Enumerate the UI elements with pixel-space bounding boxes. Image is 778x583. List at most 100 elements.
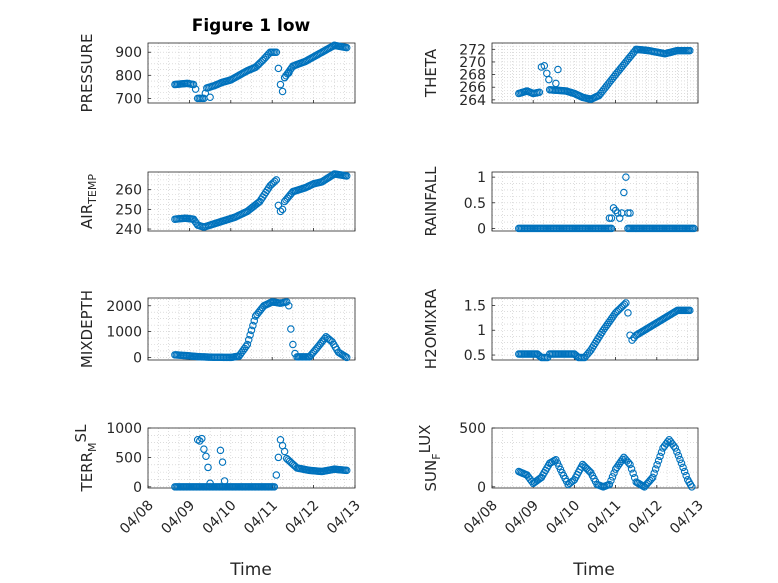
data-point bbox=[607, 224, 616, 233]
data-point bbox=[670, 442, 678, 450]
data-point bbox=[620, 188, 628, 197]
ylabel-air_temp: AIRTEMP bbox=[78, 174, 99, 229]
data-point bbox=[200, 445, 208, 453]
ytick-label: 260 bbox=[115, 183, 142, 199]
data-point bbox=[680, 467, 689, 476]
data-point bbox=[653, 461, 661, 469]
panel-terr_msl: 0 500 1000 04/08 04/09 04/10 04/11 04/12 04/13 TE… bbox=[72, 421, 364, 537]
data-point bbox=[244, 336, 253, 344]
data-point bbox=[272, 471, 281, 479]
xtick-label: 04/09 bbox=[502, 498, 542, 538]
ytick-label: 0 bbox=[133, 350, 142, 366]
ylabel-main: MIXDEPTH bbox=[78, 290, 96, 368]
grid-terr_msl bbox=[147, 427, 356, 488]
data-point bbox=[608, 473, 617, 481]
ytick-label: 2000 bbox=[106, 299, 142, 315]
ylabel-terr_msl: TERRMSL bbox=[72, 424, 99, 493]
xtick-label: 04/09 bbox=[158, 498, 198, 538]
xtick-label: 04/08 bbox=[117, 498, 157, 538]
data-point bbox=[674, 451, 683, 460]
data-point bbox=[677, 459, 686, 468]
figure-title: Figure 1 low bbox=[192, 16, 311, 36]
markers-h2omixra bbox=[515, 299, 694, 362]
data-point bbox=[278, 205, 287, 214]
data-point bbox=[629, 469, 637, 478]
xtick-label: 04/12 bbox=[626, 498, 666, 538]
xtick-label: 04/11 bbox=[585, 498, 625, 538]
ylabel-main: TERR bbox=[78, 452, 96, 493]
ylabel-subscript: F bbox=[430, 453, 443, 459]
data-point bbox=[280, 447, 289, 456]
markers-theta bbox=[515, 45, 694, 103]
grid-rainfall bbox=[491, 172, 699, 231]
panel-sun_flux: 0 500 04/08 04/09 04/10 04/11 04/12 04/13 SUNFLU… bbox=[416, 421, 707, 537]
ytick-label: 240 bbox=[115, 222, 142, 238]
data-point bbox=[656, 452, 664, 461]
data-point bbox=[196, 437, 204, 445]
data-point bbox=[272, 48, 281, 56]
panel-rainfall: 0 0.5 1 RAINFALL bbox=[422, 166, 699, 237]
axes-box-air_temp bbox=[147, 171, 356, 232]
ytick-label: 0 bbox=[477, 221, 486, 237]
data-point bbox=[285, 301, 293, 310]
ylabel-mixdepth: MIXDEPTH bbox=[78, 290, 96, 368]
data-point bbox=[686, 306, 694, 315]
data-point bbox=[287, 325, 295, 333]
ylabel-main: PRESSURE bbox=[78, 34, 96, 113]
ytick-label: 800 bbox=[115, 68, 142, 84]
ytick-label: 0 bbox=[477, 480, 486, 496]
panel-air_temp: 240 250 260 AIRTEMP bbox=[78, 170, 356, 238]
markers-sun_flux bbox=[515, 436, 696, 491]
data-point bbox=[624, 458, 633, 467]
ylabel-main: AIR bbox=[78, 204, 96, 229]
ytick-label: 272 bbox=[459, 42, 486, 58]
data-point bbox=[671, 444, 680, 452]
data-point bbox=[657, 448, 666, 456]
data-point bbox=[276, 207, 285, 216]
data-point bbox=[620, 300, 629, 309]
axes-box-theta bbox=[491, 42, 699, 104]
ylabel-h2omixra: H2OMIXRA bbox=[422, 288, 440, 369]
ytick-label: 1000 bbox=[106, 421, 142, 437]
data-point bbox=[247, 326, 256, 335]
data-point bbox=[618, 455, 627, 464]
data-point bbox=[220, 477, 229, 485]
xtick-label: 04/13 bbox=[324, 498, 364, 538]
data-point bbox=[624, 209, 632, 217]
data-point bbox=[191, 85, 200, 93]
panel-h2omixra: 0.5 1 1.5 H2OMIXRA bbox=[422, 288, 699, 369]
ylabel-rainfall: RAINFALL bbox=[422, 166, 440, 237]
data-point bbox=[682, 471, 690, 480]
data-point bbox=[628, 336, 636, 344]
ylabel-pressure: PRESSURE bbox=[78, 34, 96, 113]
data-point bbox=[650, 469, 658, 477]
data-point bbox=[545, 75, 553, 84]
data-point bbox=[624, 309, 632, 317]
axes-box-h2omixra bbox=[491, 297, 699, 361]
xtick-label: 04/13 bbox=[667, 498, 707, 538]
data-point bbox=[648, 473, 657, 482]
data-point bbox=[274, 64, 283, 73]
ytick-label: 268 bbox=[459, 68, 486, 84]
ytick-label: 1000 bbox=[106, 325, 142, 341]
ylabel-main: THETA bbox=[422, 48, 440, 98]
ytick-label: 264 bbox=[459, 93, 486, 109]
data-point bbox=[543, 69, 551, 78]
data-point bbox=[690, 224, 698, 233]
data-point bbox=[622, 173, 630, 181]
panel-pressure: 700 800 900 PRESSURE bbox=[78, 34, 356, 113]
ytick-label: 500 bbox=[459, 421, 486, 437]
xtick-label: 04/08 bbox=[461, 498, 501, 538]
data-point bbox=[272, 176, 281, 184]
data-point bbox=[201, 89, 210, 97]
ylabel-superscript: SL bbox=[72, 424, 90, 443]
data-point bbox=[622, 299, 630, 307]
ytick-label: 250 bbox=[115, 202, 142, 218]
data-point bbox=[607, 476, 615, 485]
ylabel-subscript: M bbox=[86, 442, 99, 452]
data-point bbox=[686, 46, 694, 55]
data-point bbox=[663, 438, 672, 446]
data-point bbox=[242, 342, 250, 351]
data-point bbox=[679, 463, 687, 472]
